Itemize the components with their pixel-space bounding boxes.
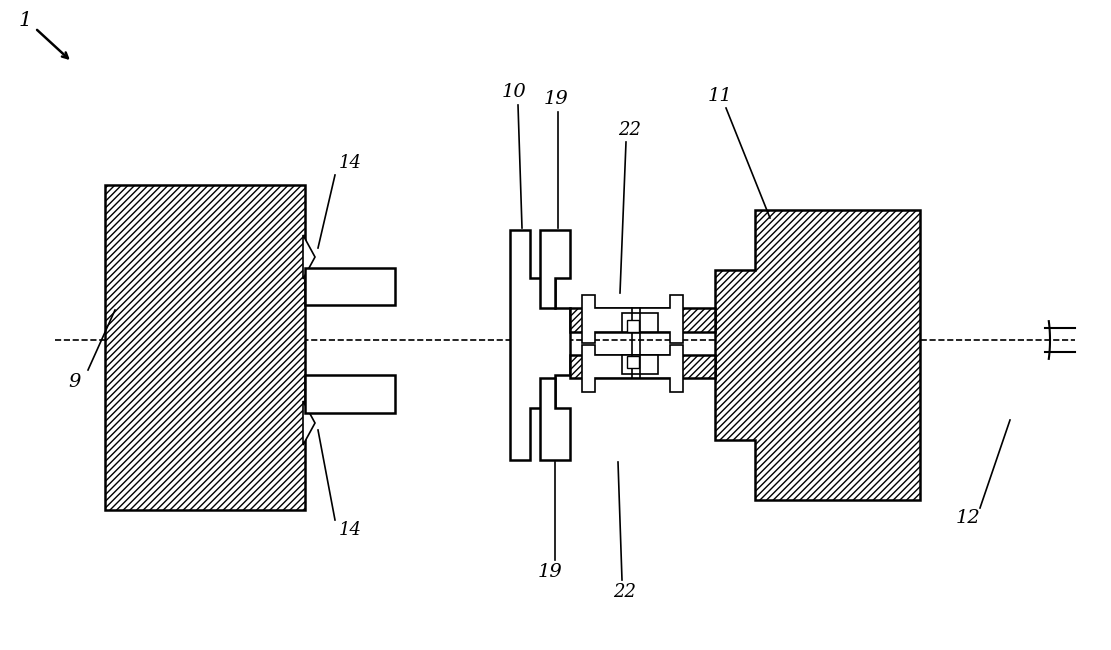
Polygon shape (306, 375, 396, 413)
Text: 10: 10 (502, 83, 527, 101)
Text: 22: 22 (619, 121, 641, 139)
Polygon shape (582, 295, 683, 343)
Bar (627, 356, 639, 368)
Text: 22: 22 (613, 583, 637, 601)
Polygon shape (582, 345, 683, 392)
Text: 9: 9 (69, 373, 81, 391)
Bar (627, 320, 639, 332)
Text: 14: 14 (339, 154, 361, 172)
Polygon shape (540, 230, 570, 308)
Text: 19: 19 (543, 90, 569, 108)
Polygon shape (540, 378, 570, 460)
Text: 14: 14 (339, 521, 361, 539)
Polygon shape (622, 313, 658, 332)
Polygon shape (306, 268, 396, 305)
Text: 11: 11 (708, 87, 732, 105)
Polygon shape (715, 210, 920, 500)
Text: 1: 1 (19, 10, 31, 29)
Text: 19: 19 (538, 563, 562, 581)
Polygon shape (106, 185, 306, 510)
Polygon shape (570, 355, 715, 378)
Text: 12: 12 (955, 509, 980, 527)
Polygon shape (570, 308, 715, 332)
Polygon shape (303, 401, 316, 445)
Polygon shape (510, 230, 570, 460)
Polygon shape (303, 235, 316, 279)
Polygon shape (622, 355, 658, 374)
